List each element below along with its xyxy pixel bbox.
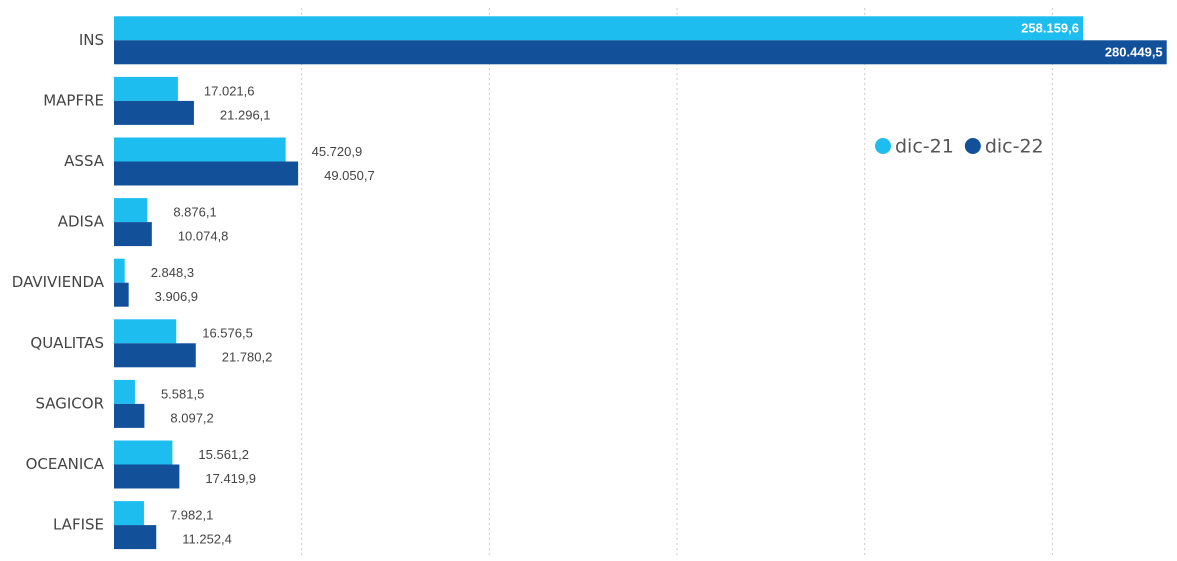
- category-label: DAVIVIENDA: [12, 273, 105, 291]
- value-label: 17.021,6: [204, 83, 255, 98]
- category-label: QUALITAS: [30, 334, 104, 352]
- value-label: 16.576,5: [202, 326, 253, 341]
- bar: [114, 137, 286, 162]
- value-label: 280.449,5: [1105, 45, 1163, 60]
- bar: [114, 222, 152, 247]
- bar: [114, 258, 125, 283]
- value-label: 5.581,5: [161, 386, 204, 401]
- value-label: 2.848,3: [151, 265, 194, 280]
- bar: [114, 440, 173, 465]
- value-label: 21.780,2: [222, 350, 273, 365]
- legend-label: dic-21: [895, 136, 954, 158]
- bar: [114, 379, 135, 404]
- value-label: 11.252,4: [182, 532, 232, 547]
- legend-marker: [964, 138, 981, 154]
- bar: [114, 403, 145, 428]
- bar: [114, 319, 177, 344]
- bar: [114, 76, 178, 101]
- value-label: 7.982,1: [170, 508, 213, 523]
- bar: [114, 501, 144, 526]
- bar: [114, 198, 148, 223]
- bar: [114, 100, 194, 125]
- category-label: ADISA: [58, 213, 105, 231]
- value-label: 15.561,2: [198, 447, 249, 462]
- value-label: 17.419,9: [205, 471, 256, 486]
- value-label: 8.876,1: [173, 205, 216, 220]
- value-label: 21.296,1: [220, 107, 271, 122]
- bar: [114, 525, 157, 550]
- category-label: MAPFRE: [43, 91, 104, 109]
- bar: [114, 161, 299, 186]
- bar: [114, 282, 129, 307]
- bar: [114, 464, 180, 489]
- value-label: 8.097,2: [170, 410, 213, 425]
- bar: [114, 40, 1167, 65]
- legend-marker: [875, 138, 891, 154]
- bar: [114, 343, 196, 368]
- value-label: 10.074,8: [178, 229, 229, 244]
- category-label: LAFISE: [53, 516, 104, 534]
- category-label: OCEANICA: [26, 455, 105, 473]
- value-label: 45.720,9: [312, 144, 363, 159]
- value-label: 49.050,7: [324, 168, 375, 183]
- category-label: SAGICOR: [35, 394, 104, 412]
- category-label: ASSA: [64, 152, 105, 170]
- value-label: 3.906,9: [155, 289, 198, 304]
- legend-label: dic-22: [985, 136, 1044, 158]
- value-label: 258.159,6: [1021, 21, 1079, 36]
- category-label: INS: [79, 31, 104, 49]
- bar: [114, 16, 1084, 41]
